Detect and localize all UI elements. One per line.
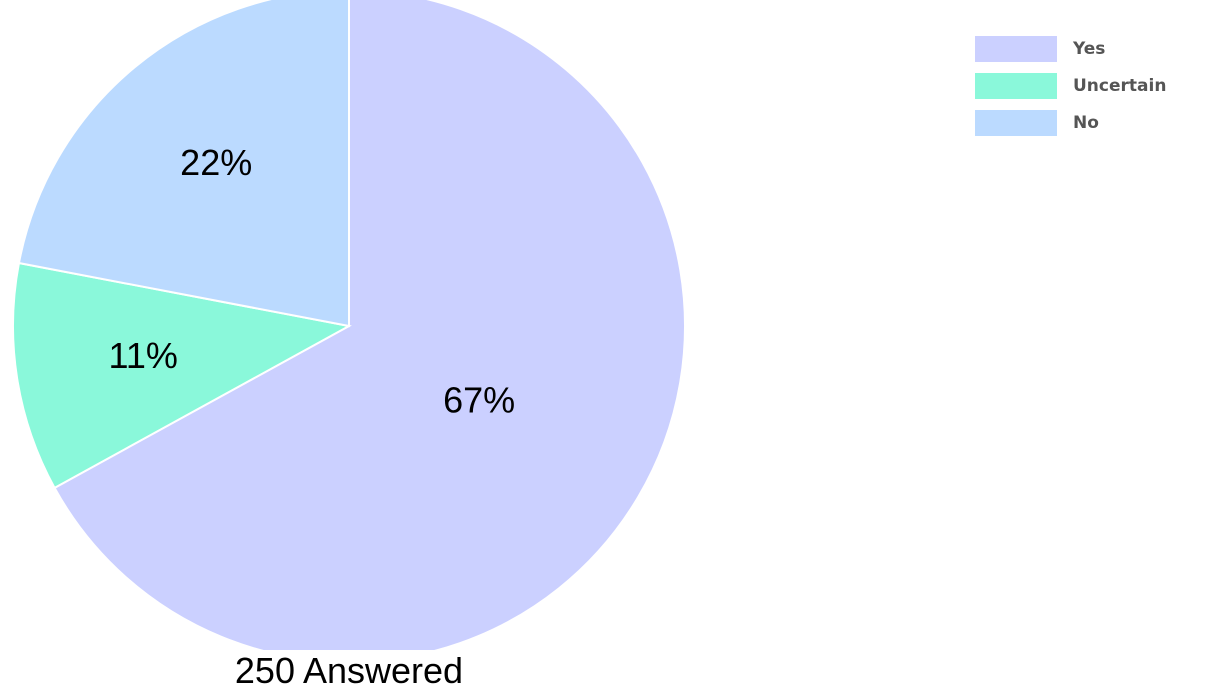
- legend-item-uncertain: Uncertain: [975, 67, 1166, 104]
- legend-swatch: [975, 72, 1057, 99]
- legend-label: Uncertain: [1073, 75, 1167, 96]
- chart-caption: 250 Answered: [234, 650, 464, 691]
- legend-label: No: [1073, 112, 1099, 133]
- slice-label-no: 22%: [180, 142, 252, 183]
- legend-label: Yes: [1073, 38, 1106, 59]
- slice-label-uncertain: 11%: [109, 335, 178, 376]
- legend-item-yes: Yes: [975, 30, 1166, 67]
- legend-swatch: [975, 109, 1057, 136]
- chart-legend: Yes Uncertain No: [975, 30, 1166, 141]
- slice-label-yes: 67%: [443, 379, 515, 420]
- pie-chart: 67% 11% 22%: [12, 0, 686, 650]
- legend-swatch: [975, 35, 1057, 62]
- pie-slice-yes: [53, 0, 686, 650]
- legend-item-no: No: [975, 104, 1166, 141]
- pie-slice-no: [17, 0, 350, 328]
- pie-slice-uncertain: [12, 261, 352, 490]
